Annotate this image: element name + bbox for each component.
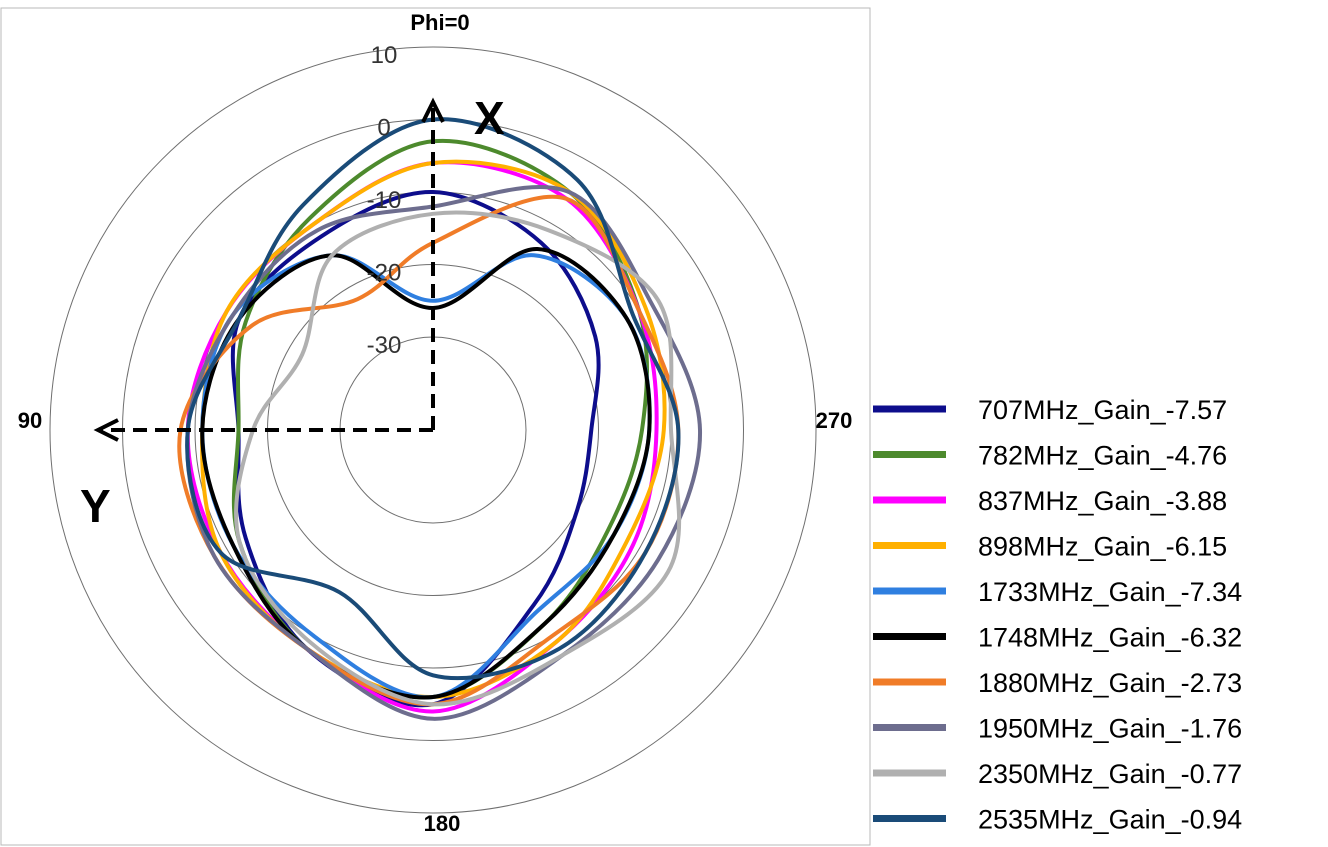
legend-item: 1880MHz_Gain_-2.73 [873, 668, 1242, 698]
legend-item: 1950MHz_Gain_-1.76 [873, 714, 1242, 744]
r-tick-label: 10 [371, 42, 398, 69]
axes-overlay: X Y [80, 92, 505, 532]
legend-label: 707MHz_Gain_-7.57 [978, 395, 1227, 425]
legend-label: 837MHz_Gain_-3.88 [978, 486, 1227, 516]
legend-item: 837MHz_Gain_-3.88 [873, 486, 1227, 516]
plot-border [0, 7, 871, 846]
r-tick-label: 0 [377, 115, 390, 142]
legend-label: 898MHz_Gain_-6.15 [978, 532, 1227, 562]
series-line [234, 210, 682, 707]
direction-labels: Phi=0 90 180 270 [18, 10, 853, 836]
legend-item: 2350MHz_Gain_-0.77 [873, 759, 1242, 789]
y-axis-arrowhead [93, 418, 119, 442]
x-axis-arrowhead [421, 97, 445, 123]
legend-item: 782MHz_Gain_-4.76 [873, 441, 1227, 471]
legend-label: 1880MHz_Gain_-2.73 [978, 668, 1242, 698]
legend-item: 707MHz_Gain_-7.57 [873, 395, 1227, 425]
legend-label: 1733MHz_Gain_-7.34 [978, 577, 1242, 607]
series-line [177, 194, 681, 707]
x-axis-letter: X [474, 92, 505, 144]
legend-label: 782MHz_Gain_-4.76 [978, 441, 1227, 471]
r-tick-label: -20 [367, 260, 402, 287]
legend-item: 1733MHz_Gain_-7.34 [873, 577, 1242, 607]
legend-label: 2535MHz_Gain_-0.94 [978, 805, 1242, 835]
direction-label-270: 270 [816, 408, 853, 433]
legend-item: 1748MHz_Gain_-6.32 [873, 623, 1242, 653]
series-layer [177, 117, 703, 721]
grid-ring [49, 46, 817, 814]
r-tick-label: -30 [367, 332, 402, 359]
legend: 707MHz_Gain_-7.57 782MHz_Gain_-4.76 837MHz… [873, 395, 1242, 835]
series-line [185, 184, 703, 721]
direction-label-phi0: Phi=0 [410, 10, 469, 35]
series-line [185, 117, 681, 681]
legend-label: 1748MHz_Gain_-6.32 [978, 623, 1242, 653]
legend-label: 2350MHz_Gain_-0.77 [978, 759, 1242, 789]
r-tick-label: -10 [367, 187, 402, 214]
direction-label-180: 180 [424, 811, 461, 836]
y-axis-letter: Y [80, 480, 111, 532]
legend-item: 2535MHz_Gain_-0.94 [873, 805, 1242, 835]
tick-labels: 10 0 -10 -20 -30 [367, 42, 402, 359]
legend-item: 898MHz_Gain_-6.15 [873, 532, 1227, 562]
plot-frame [0, 7, 871, 846]
legend-label: 1950MHz_Gain_-1.76 [978, 714, 1242, 744]
direction-label-90: 90 [18, 408, 42, 433]
